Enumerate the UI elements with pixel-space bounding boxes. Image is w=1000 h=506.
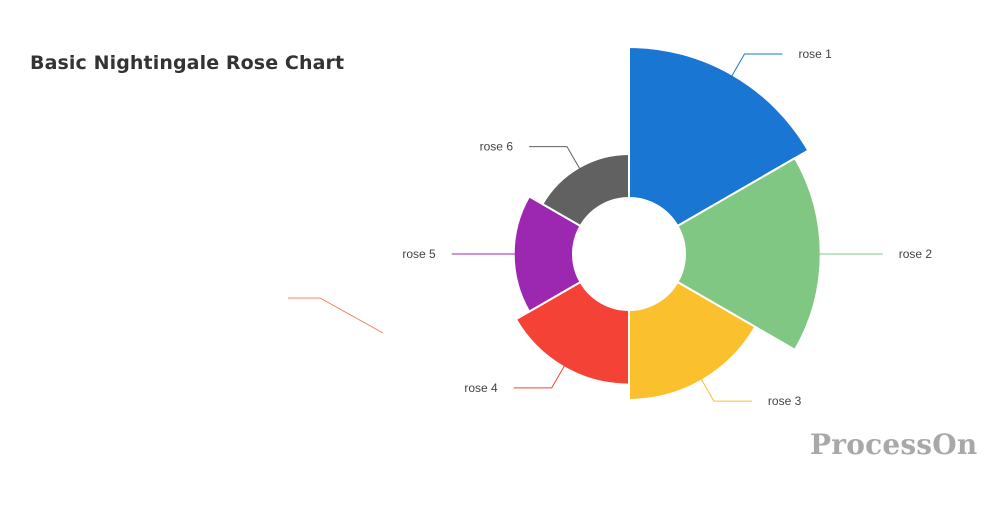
slice-label-rose-5: rose 5 <box>402 247 436 261</box>
rose-slice-rose-3[interactable] <box>628 280 757 401</box>
rose-slice-rose-5[interactable] <box>512 194 582 314</box>
leader-line-rose-4 <box>513 357 570 389</box>
leader-line-rose-1 <box>723 53 783 90</box>
slice-label-rose-4: rose 4 <box>464 381 498 395</box>
watermark-logo: ProcessOn <box>810 428 978 461</box>
chart-title: Basic Nightingale Rose Chart <box>30 52 345 74</box>
rose-slices <box>512 45 822 401</box>
rose-slice-rose-1[interactable] <box>628 45 810 228</box>
slice-label-rose-2: rose 2 <box>899 247 933 261</box>
slice-label-rose-3: rose 3 <box>768 394 802 408</box>
slice-label-rose-1: rose 1 <box>799 47 833 61</box>
label-leader-lines <box>288 53 883 402</box>
slice-labels: rose 1 rose 2 rose 3 rose 4 rose 5 rose 6 <box>402 47 932 408</box>
leader-line-stray <box>288 297 384 334</box>
leader-line-rose-3 <box>695 369 752 402</box>
slice-label-rose-6: rose 6 <box>480 140 514 154</box>
leader-line-rose-6 <box>529 146 584 175</box>
rose-slice-rose-4[interactable] <box>514 280 630 386</box>
rose-slice-rose-6[interactable] <box>541 152 630 228</box>
